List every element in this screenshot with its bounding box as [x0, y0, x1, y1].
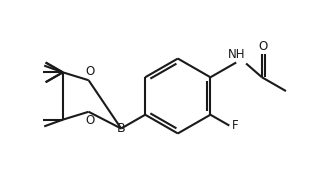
Text: O: O — [85, 65, 94, 78]
Text: B: B — [117, 122, 126, 135]
Text: O: O — [259, 40, 268, 53]
Text: F: F — [232, 119, 239, 132]
Text: O: O — [85, 114, 94, 127]
Text: NH: NH — [227, 48, 245, 60]
